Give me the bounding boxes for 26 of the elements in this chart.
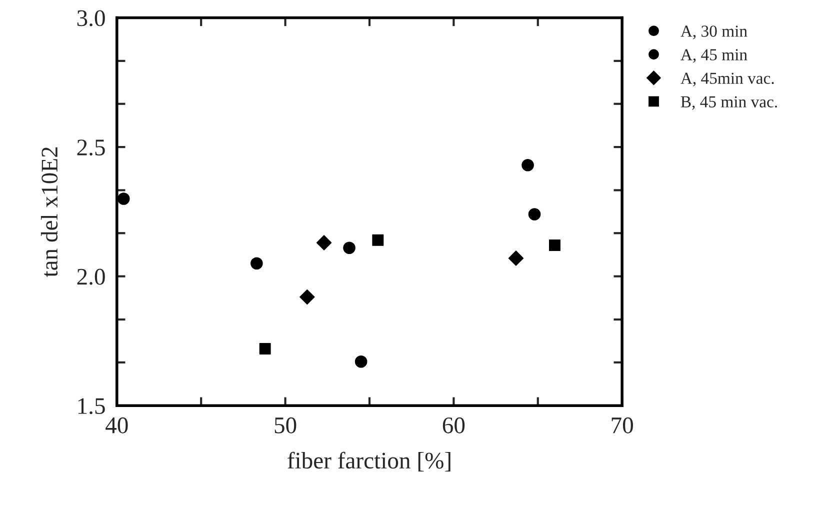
point (117, 192, 130, 205)
legend-label: A, 45 min (680, 49, 748, 63)
point (250, 257, 263, 270)
point (316, 235, 332, 250)
x-tick-label: 60 (442, 417, 465, 434)
x-tick-label: 70 (612, 417, 633, 434)
x-tick-label: 40 (106, 417, 128, 434)
point (528, 208, 541, 220)
point (508, 250, 524, 266)
legend-label: B, 45 min vac. (680, 96, 777, 110)
point (259, 342, 271, 354)
point (522, 158, 534, 172)
point (372, 234, 384, 246)
y-tick-label: 3.0 (77, 10, 105, 26)
y-axis-title: tan del x10E2 (40, 147, 58, 278)
point (300, 289, 315, 305)
legend-label: A, 45min vac. (680, 72, 774, 86)
point (343, 242, 356, 254)
legend-label: A, 30 min (680, 26, 748, 40)
x-axis-title: fiber farction [%] (288, 452, 450, 472)
x-tick-label: 50 (274, 417, 296, 434)
point (354, 355, 368, 368)
y-tick-label: 2.5 (77, 140, 105, 156)
y-tick-label: 2.0 (77, 268, 105, 285)
y-tick-label: 1.5 (78, 398, 105, 414)
point (548, 240, 560, 252)
